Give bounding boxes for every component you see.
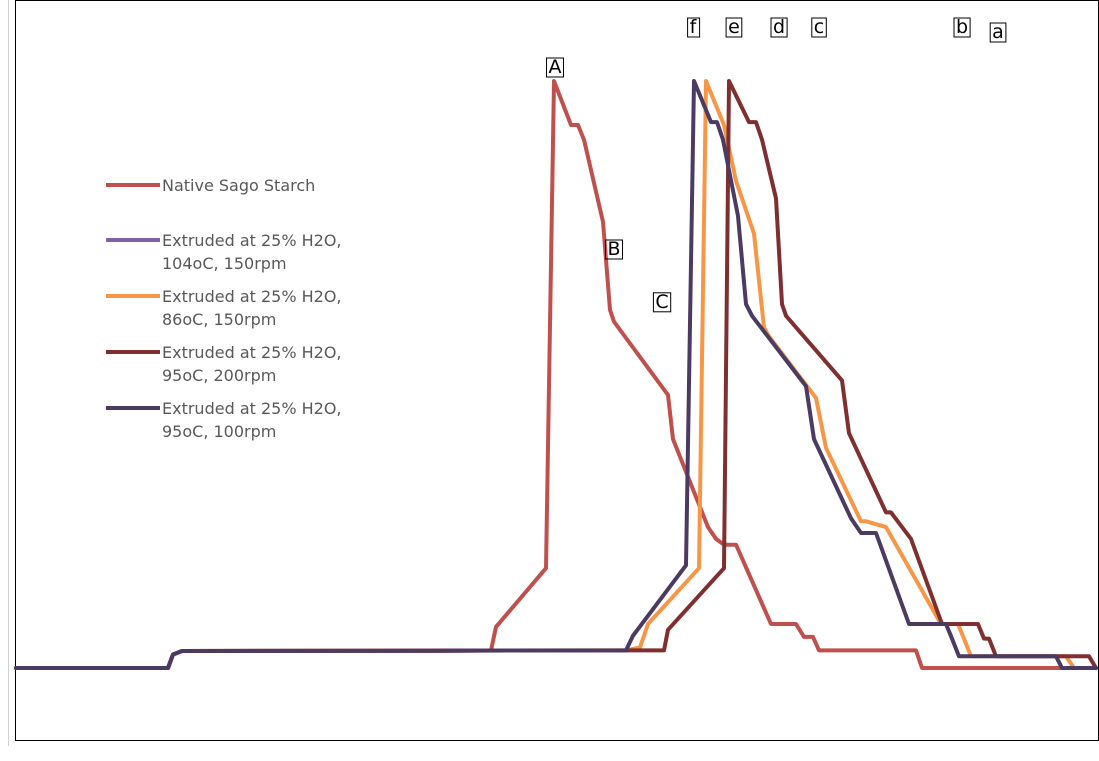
annotation-f: f bbox=[687, 16, 701, 38]
annotation-B: B bbox=[605, 238, 623, 260]
annotation-box bbox=[811, 17, 827, 38]
legend-label: Extruded at 25% H2O, bbox=[162, 399, 342, 418]
legend-label: Extruded at 25% H2O, bbox=[162, 231, 342, 250]
series-line-4 bbox=[14, 79, 1098, 670]
annotation-box bbox=[652, 292, 672, 313]
legend-label: 95oC, 200rpm bbox=[162, 366, 276, 385]
annotation-label: a bbox=[992, 21, 1004, 43]
annotation-box bbox=[546, 57, 564, 78]
annotation-label: d bbox=[773, 16, 785, 38]
legend-label: Native Sago Starch bbox=[162, 176, 315, 195]
annotation-box bbox=[770, 17, 788, 38]
annotation-label: f bbox=[690, 16, 698, 38]
series-line-3 bbox=[14, 79, 1098, 670]
annotation-e: e bbox=[725, 16, 743, 38]
annotation-c: c bbox=[811, 16, 827, 38]
annotation-d: d bbox=[770, 16, 788, 38]
annotation-A: A bbox=[546, 56, 564, 78]
annotation-label: B bbox=[607, 238, 620, 260]
annotation-label: c bbox=[814, 16, 824, 38]
series-layer bbox=[14, 79, 1098, 670]
annotation-a: a bbox=[989, 21, 1007, 43]
annotation-label: C bbox=[655, 291, 668, 313]
annotation-layer: A B Cf e d c b a bbox=[546, 16, 1007, 313]
legend-item-4: Extruded at 25% H2O, 95oC, 100rpm bbox=[106, 399, 342, 441]
annotation-box bbox=[953, 17, 971, 38]
legend-label: 104oC, 150rpm bbox=[162, 254, 287, 273]
annotation-C: C bbox=[652, 291, 672, 313]
legend-item-2: Extruded at 25% H2O, 86oC, 150rpm bbox=[106, 287, 342, 329]
annotation-label: A bbox=[549, 56, 562, 78]
annotation-box bbox=[605, 239, 623, 260]
legend-label: Extruded at 25% H2O, bbox=[162, 287, 342, 306]
annotation-box bbox=[687, 17, 701, 38]
annotation-label: e bbox=[728, 16, 740, 38]
legend-label: 95oC, 100rpm bbox=[162, 422, 276, 441]
annotation-box bbox=[725, 17, 743, 38]
legend-label: Extruded at 25% H2O, bbox=[162, 343, 342, 362]
legend-item-1: Extruded at 25% H2O, 104oC, 150rpm bbox=[106, 231, 342, 273]
legend-item-3: Extruded at 25% H2O, 95oC, 200rpm bbox=[106, 343, 342, 385]
annotation-box bbox=[989, 22, 1007, 43]
legend-item-0: Native Sago Starch bbox=[106, 176, 315, 195]
annotation-b: b bbox=[953, 16, 971, 38]
annotation-label: b bbox=[956, 16, 968, 38]
legend: Native Sago Starch Extruded at 25% H2O, 10… bbox=[106, 176, 342, 441]
legend-label: 86oC, 150rpm bbox=[162, 310, 276, 329]
